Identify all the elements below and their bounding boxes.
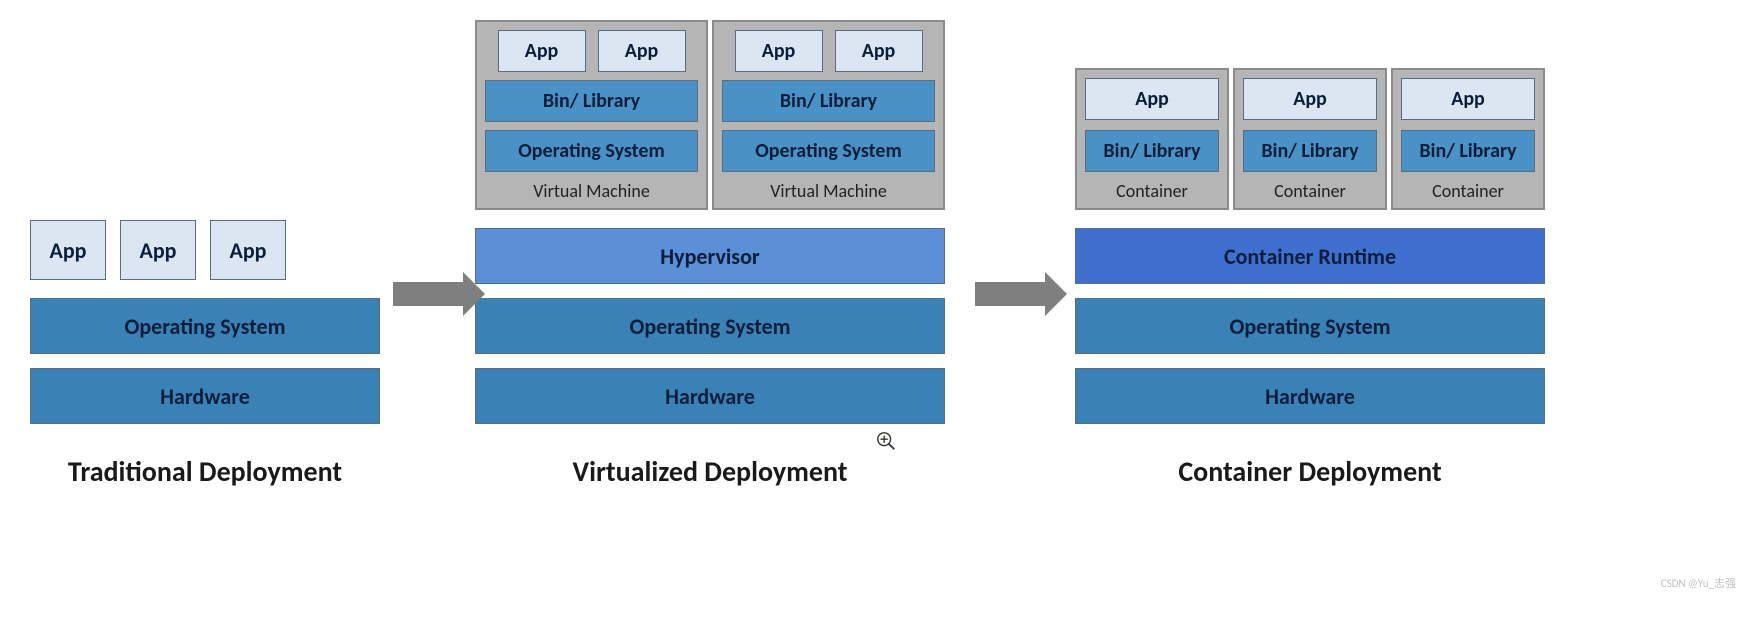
vm-box: App App Bin/ Library Operating System Vi… <box>475 20 708 210</box>
os-block: Operating System <box>30 298 380 354</box>
app-block: App <box>498 30 586 72</box>
vm-os-block: Operating System <box>722 130 935 172</box>
container-box: App Bin/ Library Container <box>1233 68 1387 210</box>
magnifier-cursor-icon <box>875 430 897 452</box>
title-virtualized: Virtualized Deployment <box>573 454 848 489</box>
hardware-block: Hardware <box>1075 368 1545 424</box>
app-block: App <box>210 220 286 280</box>
hardware-block: Hardware <box>30 368 380 424</box>
app-block: App <box>30 220 106 280</box>
app-block: App <box>835 30 923 72</box>
container-box: App Bin/ Library Container <box>1391 68 1545 210</box>
column-container: App Bin/ Library Container App Bin/ Libr… <box>1075 68 1545 489</box>
lib-block: Bin/ Library <box>1085 130 1219 172</box>
column-virtualized: App App Bin/ Library Operating System Vi… <box>475 20 945 489</box>
container-label: Container <box>1085 178 1219 204</box>
container-label: Container <box>1401 178 1535 204</box>
hypervisor-block: Hypervisor <box>475 228 945 284</box>
arrow-2 <box>945 264 1075 324</box>
lib-block: Bin/ Library <box>485 80 698 122</box>
vm-label: Virtual Machine <box>485 178 698 204</box>
lib-block: Bin/ Library <box>1243 130 1377 172</box>
column-traditional: App App App Operating System Hardware Tr… <box>30 220 380 489</box>
os-block: Operating System <box>1075 298 1545 354</box>
container-row: App Bin/ Library Container App Bin/ Libr… <box>1075 68 1545 210</box>
app-block: App <box>1085 78 1219 120</box>
vm-box: App App Bin/ Library Operating System Vi… <box>712 20 945 210</box>
app-block: App <box>120 220 196 280</box>
container-label: Container <box>1243 178 1377 204</box>
container-box: App Bin/ Library Container <box>1075 68 1229 210</box>
vm-os-block: Operating System <box>485 130 698 172</box>
watermark-text: CSDN @Yu_志强 <box>1661 575 1736 591</box>
diagram-root: App App App Operating System Hardware Tr… <box>0 0 1764 489</box>
vm-label: Virtual Machine <box>722 178 935 204</box>
lib-block: Bin/ Library <box>1401 130 1535 172</box>
hardware-block: Hardware <box>475 368 945 424</box>
os-block: Operating System <box>475 298 945 354</box>
runtime-block: Container Runtime <box>1075 228 1545 284</box>
vm-row: App App Bin/ Library Operating System Vi… <box>475 20 945 210</box>
traditional-app-row: App App App <box>30 220 380 280</box>
app-block: App <box>1401 78 1535 120</box>
title-container: Container Deployment <box>1178 454 1441 489</box>
title-traditional: Traditional Deployment <box>68 454 342 489</box>
app-block: App <box>1243 78 1377 120</box>
arrow-1 <box>380 264 475 324</box>
app-block: App <box>598 30 686 72</box>
app-block: App <box>735 30 823 72</box>
lib-block: Bin/ Library <box>722 80 935 122</box>
